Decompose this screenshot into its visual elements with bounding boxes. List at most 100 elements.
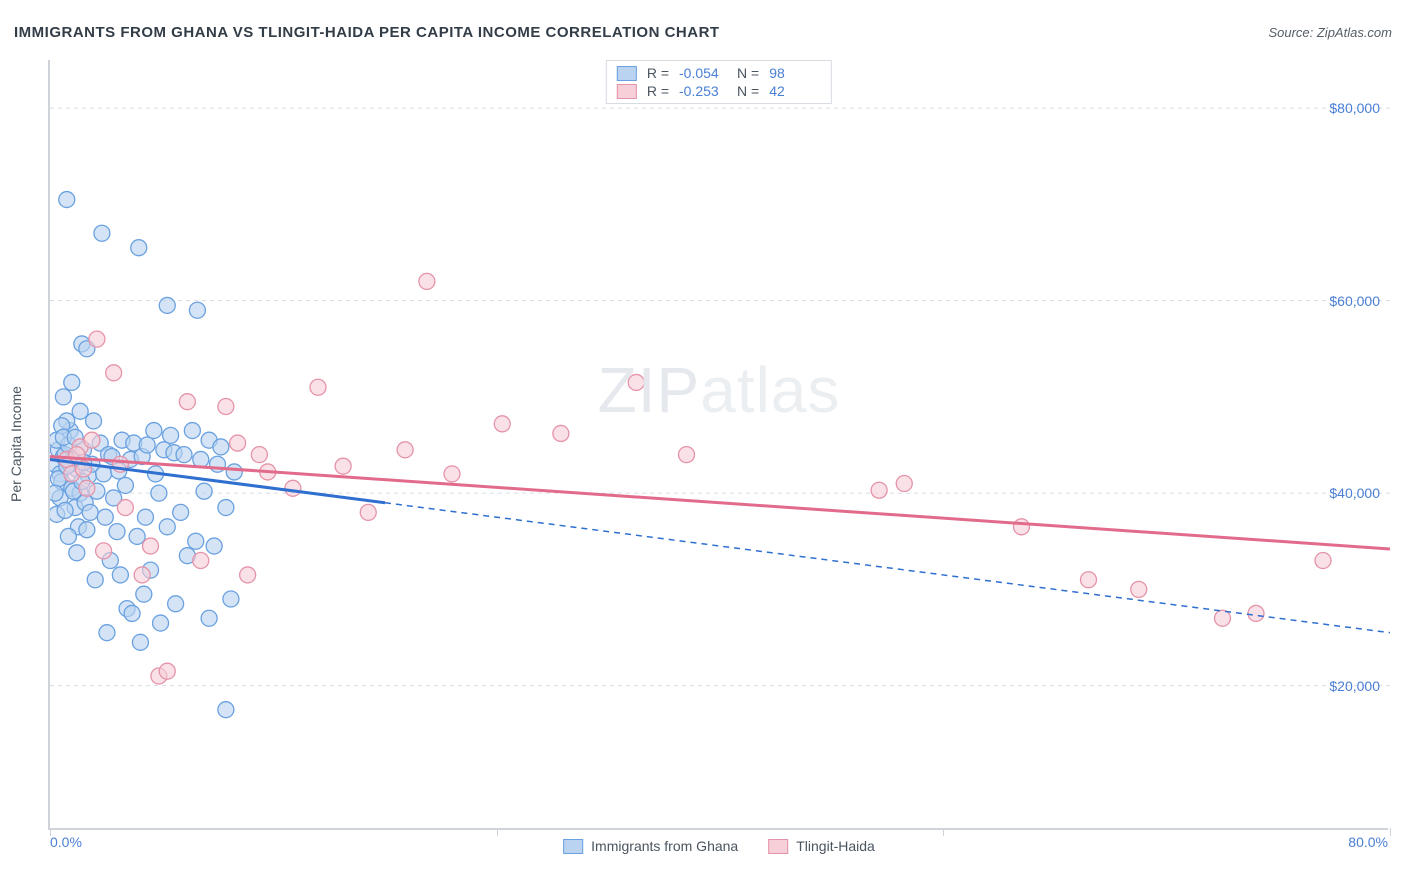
- y-tick-label: $20,000: [1329, 678, 1380, 694]
- stats-R-value: -0.253: [679, 83, 727, 99]
- scatter-point-ghana: [117, 477, 133, 493]
- plot-area: Per Capita Income ZIPatlas R =-0.054N =9…: [48, 60, 1388, 830]
- scatter-point-ghana: [59, 192, 75, 208]
- scatter-point-ghana: [64, 374, 80, 390]
- stats-box: R =-0.054N =98R =-0.253N =42: [606, 60, 832, 104]
- trend-line-dashed-ghana: [385, 503, 1390, 633]
- scatter-point-tlingit: [218, 399, 234, 415]
- scatter-point-tlingit: [285, 480, 301, 496]
- scatter-point-tlingit: [1315, 553, 1331, 569]
- chart-source: Source: ZipAtlas.com: [1268, 25, 1392, 40]
- scatter-point-tlingit: [89, 331, 105, 347]
- x-tick: [1390, 828, 1391, 836]
- scatter-point-ghana: [153, 615, 169, 631]
- scatter-point-tlingit: [1014, 519, 1030, 535]
- scatter-point-ghana: [129, 528, 145, 544]
- scatter-point-tlingit: [360, 504, 376, 520]
- scatter-point-ghana: [201, 610, 217, 626]
- bottom-legend: Immigrants from Ghana Tlingit-Haida: [563, 838, 875, 854]
- scatter-point-ghana: [132, 634, 148, 650]
- scatter-point-tlingit: [79, 480, 95, 496]
- scatter-point-tlingit: [1131, 581, 1147, 597]
- scatter-point-tlingit: [159, 663, 175, 679]
- scatter-point-ghana: [173, 504, 189, 520]
- scatter-point-ghana: [226, 464, 242, 480]
- scatter-point-tlingit: [444, 466, 460, 482]
- scatter-point-tlingit: [310, 379, 326, 395]
- scatter-point-ghana: [97, 509, 113, 525]
- scatter-point-tlingit: [494, 416, 510, 432]
- scatter-point-ghana: [124, 605, 140, 621]
- scatter-point-ghana: [86, 413, 102, 429]
- scatter-point-ghana: [159, 297, 175, 313]
- scatter-point-tlingit: [1215, 610, 1231, 626]
- scatter-point-ghana: [137, 509, 153, 525]
- scatter-point-ghana: [213, 439, 229, 455]
- x-tick: [943, 828, 944, 836]
- scatter-point-tlingit: [84, 432, 100, 448]
- scatter-point-tlingit: [628, 374, 644, 390]
- scatter-point-tlingit: [679, 447, 695, 463]
- x-tick: [50, 828, 51, 836]
- scatter-point-tlingit: [96, 543, 112, 559]
- x-axis-max-label: 80.0%: [1348, 834, 1388, 850]
- x-axis-min-label: 0.0%: [50, 834, 82, 850]
- scatter-point-ghana: [196, 483, 212, 499]
- scatter-point-ghana: [184, 423, 200, 439]
- scatter-point-ghana: [94, 225, 110, 241]
- scatter-point-ghana: [193, 451, 209, 467]
- legend-item-tlingit: Tlingit-Haida: [768, 838, 875, 854]
- stats-N-value: 98: [769, 65, 817, 81]
- scatter-point-ghana: [146, 423, 162, 439]
- scatter-point-ghana: [72, 403, 88, 419]
- stats-R-label: R =: [647, 83, 669, 99]
- scatter-point-ghana: [163, 427, 179, 443]
- scatter-svg: [50, 60, 1390, 830]
- scatter-point-tlingit: [553, 425, 569, 441]
- scatter-point-ghana: [112, 567, 128, 583]
- scatter-point-ghana: [223, 591, 239, 607]
- x-tick: [497, 828, 498, 836]
- scatter-point-ghana: [136, 586, 152, 602]
- swatch-tlingit: [617, 84, 637, 99]
- source-prefix: Source:: [1268, 25, 1316, 40]
- stats-R-label: R =: [647, 65, 669, 81]
- swatch-ghana: [617, 66, 637, 81]
- stats-row-ghana: R = -0.054 N = 98: [617, 65, 817, 81]
- scatter-point-ghana: [69, 545, 85, 561]
- scatter-point-ghana: [99, 625, 115, 641]
- scatter-point-tlingit: [230, 435, 246, 451]
- scatter-point-ghana: [189, 302, 205, 318]
- scatter-point-ghana: [109, 524, 125, 540]
- source-name: ZipAtlas.com: [1317, 25, 1392, 40]
- scatter-point-ghana: [82, 504, 98, 520]
- scatter-point-ghana: [159, 519, 175, 535]
- y-tick-label: $60,000: [1329, 293, 1380, 309]
- scatter-point-ghana: [79, 522, 95, 538]
- stats-N-label: N =: [737, 65, 759, 81]
- chart-header: IMMIGRANTS FROM GHANA VS TLINGIT-HAIDA P…: [14, 20, 1392, 44]
- legend-item-ghana: Immigrants from Ghana: [563, 838, 738, 854]
- scatter-point-tlingit: [134, 567, 150, 583]
- y-axis-label: Per Capita Income: [8, 386, 24, 502]
- scatter-point-ghana: [131, 240, 147, 256]
- scatter-point-ghana: [139, 437, 155, 453]
- scatter-point-ghana: [168, 596, 184, 612]
- scatter-point-ghana: [60, 528, 76, 544]
- y-tick-label: $80,000: [1329, 100, 1380, 116]
- stats-row-tlingit: R =-0.253N =42: [617, 83, 817, 99]
- stats-N-label: N =: [737, 83, 759, 99]
- scatter-point-ghana: [206, 538, 222, 554]
- stats-R-value: -0.054: [679, 65, 727, 81]
- scatter-point-tlingit: [240, 567, 256, 583]
- scatter-point-ghana: [176, 447, 192, 463]
- scatter-point-ghana: [55, 389, 71, 405]
- scatter-point-tlingit: [251, 447, 267, 463]
- scatter-point-ghana: [87, 572, 103, 588]
- scatter-point-ghana: [57, 502, 73, 518]
- scatter-point-tlingit: [871, 482, 887, 498]
- scatter-point-tlingit: [1248, 605, 1264, 621]
- scatter-point-ghana: [188, 533, 204, 549]
- scatter-point-tlingit: [117, 500, 133, 516]
- legend-label: Tlingit-Haida: [796, 838, 875, 854]
